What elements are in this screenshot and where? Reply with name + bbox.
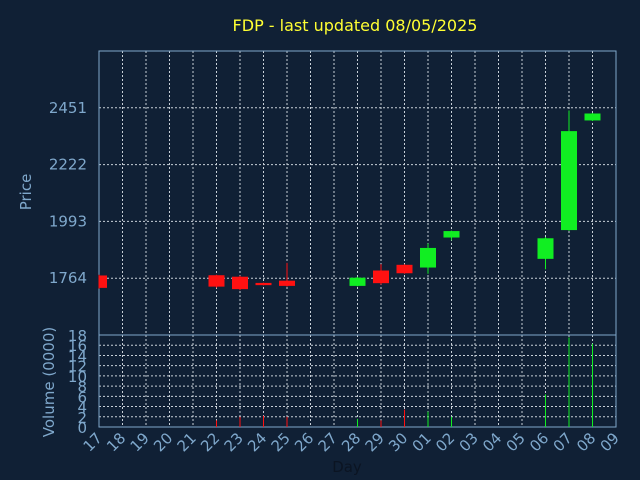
volume-tick-label: 8	[77, 378, 87, 396]
x-tick-label: 09	[597, 429, 623, 455]
volume-bars	[216, 337, 593, 427]
price-tick-label: 1764	[49, 269, 87, 287]
price-tick-label: 2222	[49, 156, 87, 174]
candle-body	[373, 270, 389, 284]
x-tick-label: 29	[362, 429, 388, 455]
x-tick-label: 22	[197, 429, 223, 455]
x-tick-label: 21	[174, 429, 200, 455]
volume-axis-label: Volume (0000)	[40, 327, 58, 437]
volume-tick-label: 14	[68, 347, 87, 365]
price-axis-label: Price	[17, 174, 35, 211]
candle-body	[99, 275, 107, 288]
x-tick-label: 26	[291, 429, 317, 455]
volume-tick-label: 4	[77, 399, 87, 417]
x-tick-label: 20	[150, 429, 176, 455]
candle-body	[561, 131, 577, 231]
x-tick-label: 27	[315, 429, 341, 455]
volume-tick-label: 18	[68, 327, 87, 345]
candle-body	[349, 277, 366, 286]
volume-tick-label: 2	[77, 409, 87, 427]
candle-body	[443, 231, 460, 238]
candle-body	[584, 113, 601, 121]
x-tick-label: 08	[573, 429, 599, 455]
x-tick-label: 06	[526, 429, 552, 455]
x-tick-label: 19	[127, 429, 153, 455]
x-tick-label: 18	[103, 429, 129, 455]
price-tick-label: 1993	[49, 212, 87, 230]
volume-tick-label: 12	[68, 358, 87, 376]
volume-tick-label: 16	[68, 337, 87, 355]
candle-body	[537, 238, 554, 259]
x-tick-label: 01	[409, 429, 435, 455]
chart-title: FDP - last updated 08/05/2025	[233, 16, 478, 35]
price-tick-labels: 1764 1993 2222 2451	[49, 99, 87, 287]
x-tick-label: 05	[503, 429, 529, 455]
x-tick-label: 02	[432, 429, 458, 455]
volume-tick-label: 6	[77, 388, 87, 406]
candle-body	[279, 280, 295, 286]
price-tick-label: 2451	[49, 99, 87, 117]
x-tick-label: 07	[550, 429, 576, 455]
candle-body	[420, 247, 436, 268]
candle-body	[396, 264, 413, 274]
x-tick-labels: 1718192021222324252627282930010203040506…	[80, 429, 623, 455]
x-tick-label: 04	[479, 429, 505, 455]
candles	[98, 110, 601, 291]
volume-tick-label: 10	[68, 368, 87, 386]
x-axis-label: Day	[332, 458, 362, 476]
x-tick-label: 28	[338, 429, 364, 455]
volume-tick-label: 0	[77, 419, 87, 437]
candle-body	[232, 276, 248, 290]
x-tick-label: 25	[268, 429, 294, 455]
price-grid	[99, 51, 616, 335]
volume-grid	[99, 334, 616, 428]
candle-body	[208, 275, 225, 287]
x-tick-label: 30	[385, 429, 411, 455]
x-tick-label: 23	[221, 429, 247, 455]
x-tick-label: 03	[456, 429, 482, 455]
x-tick-label: 24	[244, 429, 270, 455]
candle-body	[255, 282, 272, 286]
